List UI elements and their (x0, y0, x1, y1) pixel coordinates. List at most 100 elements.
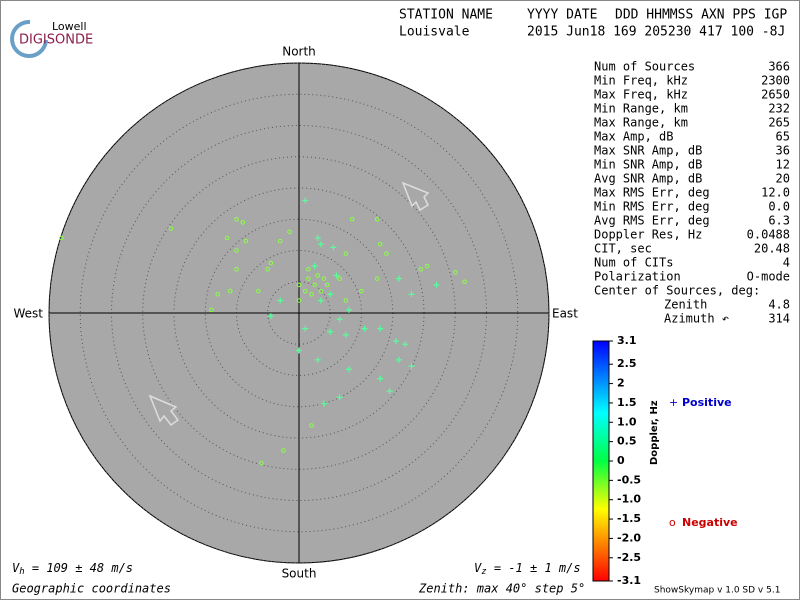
stat-value: 20 (776, 172, 790, 186)
source-positive (408, 363, 415, 370)
source-positive (296, 347, 302, 354)
colorbar-tick-label: -1.5 (617, 512, 641, 525)
source-positive (277, 297, 284, 304)
source-negative (227, 288, 233, 294)
source-negative (287, 229, 292, 235)
colorbar-tick-label: 3.1 (617, 334, 637, 347)
stat-value: 20.48 (754, 242, 790, 256)
colorbar-tick-label: 0 (617, 454, 625, 467)
version: ShowSkymap v 1.0 SD v 5.1 (654, 586, 780, 596)
source-negative (452, 270, 458, 275)
stat-value: 265 (768, 116, 790, 130)
source-positive (314, 235, 321, 241)
legend-label: Positive (682, 396, 732, 409)
source-negative (312, 282, 317, 288)
logo-swoosh (10, 19, 48, 58)
source-positive (302, 197, 309, 204)
source-positive (327, 328, 334, 335)
header-label: STATION NAME (399, 8, 493, 23)
colorbar-tick-label: 1.0 (617, 415, 637, 428)
stat-value: 366 (768, 60, 790, 74)
stat-label: Polarization (594, 270, 681, 284)
stat-value: 232 (768, 102, 790, 116)
legend-marker: + (669, 396, 678, 409)
source-negative (343, 298, 349, 303)
source-negative (234, 266, 239, 272)
source-positive (330, 244, 337, 251)
source-negative (209, 307, 214, 313)
source-positive (314, 356, 321, 363)
source-negative (309, 291, 314, 297)
source-positive (402, 341, 409, 348)
source-negative (377, 241, 383, 247)
stat-label: Num of CITs (594, 256, 673, 270)
source-negative (256, 288, 261, 294)
source-positive (267, 313, 274, 320)
header-values: 2015 Jun18 169 205230 417 100 -8J (527, 25, 785, 40)
source-negative (240, 220, 246, 225)
colorbar (592, 340, 610, 582)
source-positive (333, 272, 340, 279)
colorbar-tick-label: -3.1 (617, 574, 641, 587)
source-positive (433, 281, 440, 288)
stat-value: 12 (776, 158, 790, 172)
center-label: Zenith (664, 298, 707, 312)
stat-label: Min SNR Amp, dB (594, 158, 702, 172)
svg-text:Vz = -1 ± 1 m/s: Vz = -1 ± 1 m/s (474, 561, 581, 577)
source-negative (315, 273, 321, 278)
direction: South (282, 567, 317, 581)
stat-value: 2650 (761, 88, 790, 102)
stat-value: 4 (783, 256, 790, 270)
stat-value: 2300 (761, 74, 790, 88)
source-negative (349, 216, 355, 222)
source-negative (168, 226, 174, 231)
source-positive (336, 316, 343, 323)
source-positive (386, 388, 393, 395)
stat-value: 0.0488 (747, 228, 790, 242)
source-negative (296, 298, 302, 303)
vz-value: = -1 ± 1 m/s (487, 561, 581, 575)
center-label: Azimuth ↶ (664, 312, 729, 326)
source-positive (346, 366, 352, 373)
source-negative (462, 279, 467, 285)
source-negative (259, 460, 264, 466)
source-positive (346, 306, 352, 313)
source-negative (359, 288, 364, 294)
source-negative (306, 266, 311, 272)
vh-sub: h (19, 567, 24, 577)
stat-label: CIT, sec (594, 242, 652, 256)
source-positive (342, 331, 349, 338)
vh-value: = 109 ± 48 m/s (25, 561, 133, 575)
stat-label: Max Amp, dB (594, 130, 673, 144)
stat-label: Max Range, km (594, 116, 688, 130)
svg-text:Vh = 109 ± 48 m/s: Vh = 109 ± 48 m/s (12, 561, 133, 577)
logo-bottom: DIGISONDE (19, 33, 93, 48)
source-negative (224, 235, 230, 241)
source-positive (327, 291, 334, 298)
source-negative (234, 216, 239, 222)
source-positive (408, 291, 415, 298)
source-negative (215, 291, 221, 297)
stat-label: Num of Sources (594, 60, 695, 74)
source-positive (361, 325, 368, 332)
source-negative (277, 238, 283, 244)
zenith-note: Zenith: max 40° step 5° (418, 582, 585, 596)
source-negative (306, 276, 311, 281)
stat-value: 36 (776, 144, 790, 158)
station: Louisvale (399, 25, 470, 40)
stat-label: Min RMS Err, deg (594, 200, 710, 214)
arrow (148, 394, 180, 427)
source-negative (281, 448, 286, 453)
logo-top: Lowell (52, 20, 87, 33)
stat-value: O-mode (747, 270, 790, 284)
stat-label: Avg SNR Amp, dB (594, 172, 702, 186)
stat-label: Min Range, km (594, 102, 688, 116)
stat-value: 6.3 (768, 214, 790, 228)
colorbar-tick-label: 0.5 (617, 435, 637, 448)
source-negative (337, 276, 342, 281)
stat-label: Max RMS Err, deg (594, 186, 710, 200)
stat-value: 12.0 (761, 186, 790, 200)
center-value: 4.8 (768, 298, 790, 312)
source-positive (336, 394, 343, 401)
source-negative (324, 282, 330, 288)
